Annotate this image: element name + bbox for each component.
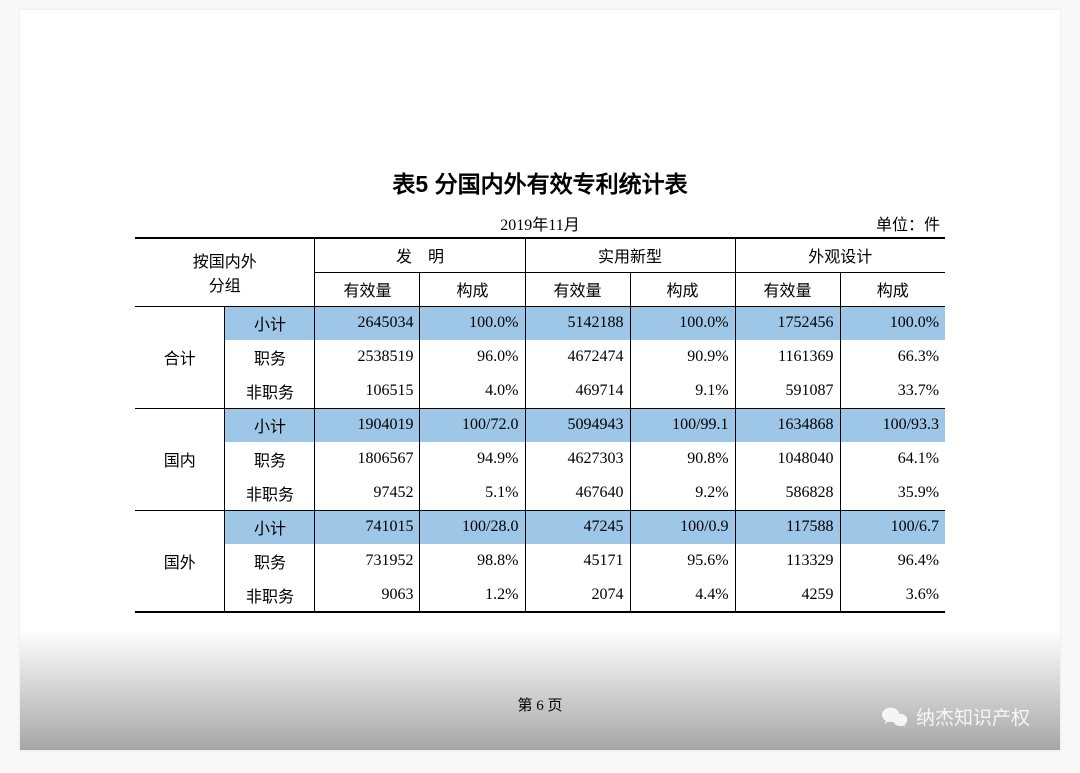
row-label: 职务: [225, 442, 315, 476]
data-cell: 4259: [735, 578, 840, 612]
content-area: 表5 分国内外有效专利统计表 2019年11月 单位：件 按国内外 分组 发 明…: [20, 10, 1060, 613]
data-cell: 47245: [525, 510, 630, 544]
data-cell: 2645034: [315, 306, 420, 340]
data-cell: 1.2%: [420, 578, 525, 612]
row-label: 职务: [225, 340, 315, 374]
subheader-ratio: 构成: [420, 272, 525, 306]
data-cell: 100/6.7: [840, 510, 945, 544]
table-title: 表5 分国内外有效专利统计表: [20, 165, 1060, 199]
data-cell: 5094943: [525, 408, 630, 442]
data-cell: 100/72.0: [420, 408, 525, 442]
row-label: 非职务: [225, 578, 315, 612]
group-label: 国内: [135, 408, 225, 510]
data-cell: 64.1%: [840, 442, 945, 476]
data-cell: 1806567: [315, 442, 420, 476]
data-cell: 100/93.3: [840, 408, 945, 442]
subheader-valid: 有效量: [315, 272, 420, 306]
table-row: 职务73195298.8%4517195.6%11332996.4%: [135, 544, 945, 578]
data-cell: 113329: [735, 544, 840, 578]
subheader-valid: 有效量: [525, 272, 630, 306]
data-cell: 9063: [315, 578, 420, 612]
subheader-ratio: 构成: [630, 272, 735, 306]
subtitle-row: 2019年11月 单位：件: [135, 211, 945, 235]
table-header: 按国内外 分组 发 明 实用新型 外观设计 有效量 构成 有效量 构成 有效量 …: [135, 238, 945, 306]
data-cell: 1048040: [735, 442, 840, 476]
data-cell: 98.8%: [420, 544, 525, 578]
data-cell: 106515: [315, 374, 420, 408]
row-label: 非职务: [225, 374, 315, 408]
data-cell: 100/0.9: [630, 510, 735, 544]
row-label: 小计: [225, 306, 315, 340]
watermark: 纳杰知识产权: [882, 703, 1030, 730]
data-cell: 95.6%: [630, 544, 735, 578]
data-cell: 100/28.0: [420, 510, 525, 544]
subheader-valid: 有效量: [735, 272, 840, 306]
table-row: 合计小计2645034100.0%5142188100.0%1752456100…: [135, 306, 945, 340]
table-body: 合计小计2645034100.0%5142188100.0%1752456100…: [135, 306, 945, 612]
data-cell: 94.9%: [420, 442, 525, 476]
patent-table: 按国内外 分组 发 明 实用新型 外观设计 有效量 构成 有效量 构成 有效量 …: [135, 237, 945, 613]
data-cell: 4.4%: [630, 578, 735, 612]
data-cell: 45171: [525, 544, 630, 578]
table-row: 非职务974525.1%4676409.2%58682835.9%: [135, 476, 945, 510]
data-cell: 66.3%: [840, 340, 945, 374]
data-cell: 3.6%: [840, 578, 945, 612]
overlay-shadow: [20, 630, 1060, 750]
data-cell: 97452: [315, 476, 420, 510]
data-cell: 100.0%: [630, 306, 735, 340]
data-cell: 591087: [735, 374, 840, 408]
table-row: 非职务90631.2%20744.4%42593.6%: [135, 578, 945, 612]
data-cell: 467640: [525, 476, 630, 510]
page-footer: 第 6 页: [517, 694, 562, 715]
header-utility: 实用新型: [525, 238, 735, 272]
table-row: 职务180656794.9%462730390.8%104804064.1%: [135, 442, 945, 476]
data-cell: 1904019: [315, 408, 420, 442]
table-row: 国外小计741015100/28.047245100/0.9117588100/…: [135, 510, 945, 544]
data-cell: 35.9%: [840, 476, 945, 510]
data-cell: 5142188: [525, 306, 630, 340]
data-cell: 100.0%: [420, 306, 525, 340]
data-cell: 1161369: [735, 340, 840, 374]
subheader-ratio: 构成: [840, 272, 945, 306]
date-label: 2019年11月: [500, 211, 579, 235]
data-cell: 90.8%: [630, 442, 735, 476]
data-cell: 96.4%: [840, 544, 945, 578]
data-cell: 1634868: [735, 408, 840, 442]
header-design: 外观设计: [735, 238, 945, 272]
group-label: 合计: [135, 306, 225, 408]
row-label: 职务: [225, 544, 315, 578]
table-row: 国内小计1904019100/72.05094943100/99.1163486…: [135, 408, 945, 442]
data-cell: 96.0%: [420, 340, 525, 374]
data-cell: 90.9%: [630, 340, 735, 374]
data-cell: 4672474: [525, 340, 630, 374]
data-cell: 117588: [735, 510, 840, 544]
data-cell: 4627303: [525, 442, 630, 476]
data-cell: 9.2%: [630, 476, 735, 510]
data-cell: 5.1%: [420, 476, 525, 510]
data-cell: 4.0%: [420, 374, 525, 408]
row-label: 非职务: [225, 476, 315, 510]
data-cell: 100.0%: [840, 306, 945, 340]
row-label: 小计: [225, 510, 315, 544]
data-cell: 100/99.1: [630, 408, 735, 442]
header-group: 按国内外 分组: [135, 238, 315, 306]
data-cell: 741015: [315, 510, 420, 544]
data-cell: 2074: [525, 578, 630, 612]
header-invention: 发 明: [315, 238, 525, 272]
group-label: 国外: [135, 510, 225, 612]
data-cell: 586828: [735, 476, 840, 510]
data-cell: 1752456: [735, 306, 840, 340]
data-cell: 469714: [525, 374, 630, 408]
data-cell: 2538519: [315, 340, 420, 374]
document-page: 表5 分国内外有效专利统计表 2019年11月 单位：件 按国内外 分组 发 明…: [20, 10, 1060, 750]
watermark-text: 纳杰知识产权: [916, 703, 1030, 730]
data-cell: 9.1%: [630, 374, 735, 408]
wechat-icon: [882, 706, 908, 728]
data-cell: 731952: [315, 544, 420, 578]
data-cell: 33.7%: [840, 374, 945, 408]
table-row: 职务253851996.0%467247490.9%116136966.3%: [135, 340, 945, 374]
table-row: 非职务1065154.0%4697149.1%59108733.7%: [135, 374, 945, 408]
unit-label: 单位：件: [876, 211, 940, 235]
row-label: 小计: [225, 408, 315, 442]
